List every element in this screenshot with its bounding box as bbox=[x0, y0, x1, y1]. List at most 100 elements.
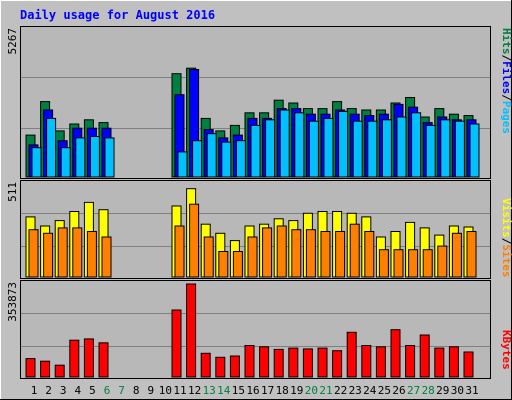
bar-kbytes-day-29 bbox=[434, 347, 445, 378]
bar-kbytes-day-24 bbox=[361, 345, 372, 378]
bar-kbytes-day-13 bbox=[200, 352, 211, 378]
x-tick-label-day-20: 20 bbox=[305, 384, 318, 397]
bar-kbytes-day-20 bbox=[302, 348, 313, 378]
bar-pages-day-18 bbox=[279, 109, 290, 178]
bar-kbytes-day-26 bbox=[390, 329, 401, 378]
bar-sites-day-20 bbox=[305, 229, 316, 278]
bar-sites-day-13 bbox=[203, 236, 214, 278]
bar-pages-day-3 bbox=[60, 147, 71, 178]
x-tick-label-day-3: 3 bbox=[60, 384, 67, 397]
legend-separator-2: / bbox=[500, 94, 512, 101]
bar-kbytes-day-5 bbox=[83, 338, 94, 378]
bar-pages-day-28 bbox=[425, 124, 436, 178]
bar-pages-day-4 bbox=[75, 137, 86, 178]
bar-kbytes-day-19 bbox=[288, 347, 299, 378]
x-tick-label-day-31: 31 bbox=[465, 384, 478, 397]
legend-separator-3: / bbox=[500, 238, 512, 245]
legend-visits-label: Visits bbox=[500, 198, 512, 238]
bar-sites-day-31 bbox=[466, 231, 477, 278]
bar-kbytes-day-23 bbox=[346, 331, 357, 378]
bar-pages-day-14 bbox=[221, 141, 232, 178]
x-tick-label-day-14: 14 bbox=[217, 384, 231, 397]
bar-kbytes-day-14 bbox=[215, 356, 226, 378]
bar-pages-day-5 bbox=[89, 136, 100, 178]
bar-kbytes-day-22 bbox=[332, 350, 343, 378]
bar-kbytes-day-4 bbox=[69, 339, 80, 378]
bar-pages-day-26 bbox=[396, 116, 407, 178]
bar-pages-day-27 bbox=[411, 112, 422, 178]
bar-sites-day-24 bbox=[364, 231, 375, 278]
x-tick-label-day-19: 19 bbox=[290, 384, 303, 397]
bar-pages-day-15 bbox=[235, 140, 246, 178]
x-tick-label-day-18: 18 bbox=[276, 384, 289, 397]
legend-hits-label: Hits bbox=[500, 28, 512, 55]
bar-pages-day-25 bbox=[381, 119, 392, 178]
bar-sites-day-28 bbox=[422, 249, 433, 278]
bar-kbytes-day-27 bbox=[405, 345, 416, 378]
x-tick-label-day-13: 13 bbox=[203, 384, 216, 397]
bar-sites-day-6 bbox=[101, 236, 112, 278]
ymax-label-hits: 5267 bbox=[6, 28, 19, 55]
ymax-label-kbytes: 353873 bbox=[6, 282, 19, 322]
bar-kbytes-day-2 bbox=[40, 360, 51, 378]
bar-sites-day-16 bbox=[247, 236, 258, 278]
bar-sites-day-2 bbox=[43, 232, 54, 278]
bar-pages-day-24 bbox=[367, 120, 378, 178]
bar-kbytes-day-11 bbox=[171, 309, 182, 378]
x-tick-label-day-9: 9 bbox=[147, 384, 154, 397]
bar-pages-day-2 bbox=[46, 117, 57, 178]
bar-pages-day-16 bbox=[250, 124, 261, 178]
x-tick-label-day-4: 4 bbox=[74, 384, 81, 397]
x-tick-label-day-5: 5 bbox=[89, 384, 96, 397]
legend-kbytes-panel: KBytes bbox=[500, 330, 512, 370]
bar-sites-day-21 bbox=[320, 231, 331, 278]
bar-pages-day-21 bbox=[323, 117, 334, 178]
x-tick-label-day-12: 12 bbox=[188, 384, 201, 397]
bar-sites-day-12 bbox=[189, 203, 200, 278]
x-tick-label-day-10: 10 bbox=[159, 384, 172, 397]
x-tick-label-day-23: 23 bbox=[349, 384, 362, 397]
legend-visits-panel: Visits/Sites bbox=[500, 198, 512, 278]
x-axis-day-labels: 1 2 3 4 5 6 7 8 9 10 11 12 13 14 15 16 17 18 19 20 21 22 23 24 2… bbox=[31, 384, 479, 397]
bar-sites-day-23 bbox=[349, 223, 360, 278]
bar-sites-day-22 bbox=[335, 231, 346, 278]
bar-kbytes-day-1 bbox=[25, 358, 36, 378]
x-tick-label-day-2: 2 bbox=[45, 384, 52, 397]
x-tick-label-day-28: 28 bbox=[422, 384, 435, 397]
x-tick-label-day-29: 29 bbox=[436, 384, 449, 397]
bar-pages-day-22 bbox=[338, 110, 349, 178]
bar-pages-day-11 bbox=[177, 151, 188, 178]
legend-sites-label: Sites bbox=[500, 244, 512, 277]
x-tick-label-day-21: 21 bbox=[319, 384, 332, 397]
x-tick-label-day-25: 25 bbox=[378, 384, 391, 397]
bar-kbytes-day-18 bbox=[273, 348, 284, 378]
bar-sites-day-14 bbox=[218, 251, 229, 278]
bars-kbytes-panel bbox=[25, 283, 474, 378]
bar-sites-day-29 bbox=[437, 245, 448, 278]
bar-sites-day-27 bbox=[408, 249, 419, 278]
bar-kbytes-day-17 bbox=[259, 346, 270, 378]
bar-pages-day-19 bbox=[294, 112, 305, 178]
x-tick-label-day-6: 6 bbox=[104, 384, 111, 397]
bar-pages-day-1 bbox=[31, 147, 42, 178]
legend-kbytes-label: KBytes bbox=[500, 330, 512, 370]
bar-kbytes-day-15 bbox=[229, 355, 240, 378]
bar-pages-day-17 bbox=[265, 119, 276, 178]
x-tick-label-day-17: 17 bbox=[261, 384, 274, 397]
x-tick-label-day-7: 7 bbox=[118, 384, 125, 397]
bar-kbytes-day-12 bbox=[186, 283, 197, 378]
bar-sites-day-11 bbox=[174, 225, 185, 278]
bar-pages-day-20 bbox=[308, 120, 319, 178]
bar-kbytes-day-25 bbox=[375, 346, 386, 378]
bar-sites-day-4 bbox=[72, 227, 83, 278]
bars-hits-panel bbox=[25, 67, 480, 178]
x-tick-label-day-27: 27 bbox=[407, 384, 420, 397]
bar-sites-day-17 bbox=[262, 227, 273, 278]
x-tick-label-day-26: 26 bbox=[392, 384, 405, 397]
x-tick-label-day-16: 16 bbox=[246, 384, 259, 397]
bar-pages-day-6 bbox=[104, 137, 115, 178]
x-tick-label-day-24: 24 bbox=[363, 384, 377, 397]
bar-sites-day-5 bbox=[86, 231, 97, 278]
bar-kbytes-day-28 bbox=[419, 334, 430, 378]
